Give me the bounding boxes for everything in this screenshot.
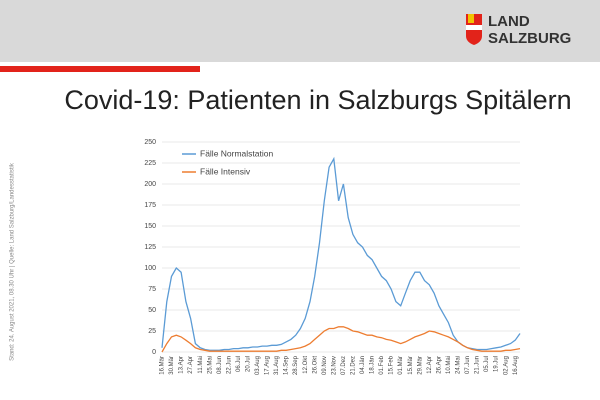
legend-label: Fälle Normalstation bbox=[200, 148, 273, 158]
x-tick-label: 07.Jun bbox=[465, 356, 471, 374]
x-tick-label: 15.Feb bbox=[389, 355, 395, 374]
x-tick-label: 19.Jul bbox=[494, 356, 500, 372]
legend-label: Fälle Intensiv bbox=[200, 166, 251, 176]
y-tick-label: 50 bbox=[148, 307, 156, 314]
x-tick-label: 11.Mai bbox=[198, 356, 204, 374]
x-tick-label: 15.Mär bbox=[408, 356, 414, 375]
x-tick-label: 28.Sep bbox=[293, 355, 299, 375]
y-tick-label: 175 bbox=[144, 202, 156, 209]
x-tick-label: 24.Mai bbox=[456, 356, 462, 374]
x-tick-label: 04.Jän bbox=[360, 356, 366, 374]
y-tick-label: 0 bbox=[152, 349, 156, 356]
x-tick-label: 31.Aug bbox=[274, 356, 280, 375]
x-tick-label: 02.Aug bbox=[503, 356, 509, 375]
y-tick-label: 150 bbox=[144, 223, 156, 230]
x-tick-label: 26.Apr bbox=[436, 356, 442, 374]
x-tick-label: 25.Mai bbox=[207, 356, 213, 374]
x-tick-label: 13.Apr bbox=[179, 356, 185, 374]
x-tick-label: 06.Jul bbox=[236, 356, 242, 372]
x-tick-label: 05.Jul bbox=[484, 356, 490, 372]
x-tick-label: 30.Mär bbox=[169, 356, 175, 375]
x-tick-label: 27.Apr bbox=[188, 356, 194, 374]
logo-stripe bbox=[466, 25, 482, 30]
x-tick-label: 29.Mär bbox=[417, 356, 423, 375]
x-tick-label: 14.Sep bbox=[284, 355, 290, 375]
y-tick-label: 100 bbox=[144, 265, 156, 272]
x-tick-label: 10.Mai bbox=[446, 356, 452, 374]
x-tick-label: 09.Nov bbox=[322, 356, 328, 375]
x-tick-label: 18.Jän bbox=[370, 356, 376, 374]
logo-field bbox=[468, 14, 474, 23]
x-tick-label: 12.Apr bbox=[427, 356, 433, 374]
y-tick-label: 250 bbox=[144, 139, 156, 146]
x-tick-label: 22.Jun bbox=[226, 356, 232, 374]
x-tick-label: 01.Mär bbox=[398, 356, 404, 375]
x-tick-label: 03.Aug bbox=[255, 356, 261, 375]
accent-bar bbox=[0, 66, 200, 72]
y-tick-label: 25 bbox=[148, 328, 156, 335]
logo: LAND SALZBURG bbox=[466, 13, 571, 47]
x-tick-label: 16.Mär bbox=[160, 356, 166, 375]
x-tick-label: 17.Aug bbox=[265, 356, 271, 375]
logo-text: LAND bbox=[488, 13, 530, 30]
logo-text: SALZBURG bbox=[488, 30, 571, 47]
x-tick-label: 26.Okt bbox=[312, 356, 318, 374]
x-tick-label: 21.Jun bbox=[475, 356, 481, 374]
x-tick-label: 07.Dez bbox=[341, 356, 347, 375]
chart-title: Covid-19: Patienten in Salzburgs Spitäle… bbox=[64, 85, 571, 115]
x-tick-label: 08.Jun bbox=[217, 356, 223, 374]
x-tick-label: 12.Okt bbox=[303, 356, 309, 374]
x-tick-label: 20.Jul bbox=[245, 356, 251, 372]
y-tick-label: 75 bbox=[148, 286, 156, 293]
header-band bbox=[0, 0, 600, 62]
x-tick-label: 16.Aug bbox=[513, 356, 519, 375]
x-tick-label: 01.Feb bbox=[379, 355, 385, 374]
y-tick-label: 200 bbox=[144, 181, 156, 188]
x-tick-label: 23.Nov bbox=[331, 356, 337, 375]
y-tick-label: 125 bbox=[144, 244, 156, 251]
x-tick-label: 21.Dez bbox=[351, 356, 357, 375]
series-line bbox=[161, 156, 521, 351]
y-tick-label: 225 bbox=[144, 160, 156, 167]
side-note: Stand: 24. August 2021, 08.30 Uhr | Quel… bbox=[10, 162, 16, 361]
series-line bbox=[161, 326, 521, 353]
